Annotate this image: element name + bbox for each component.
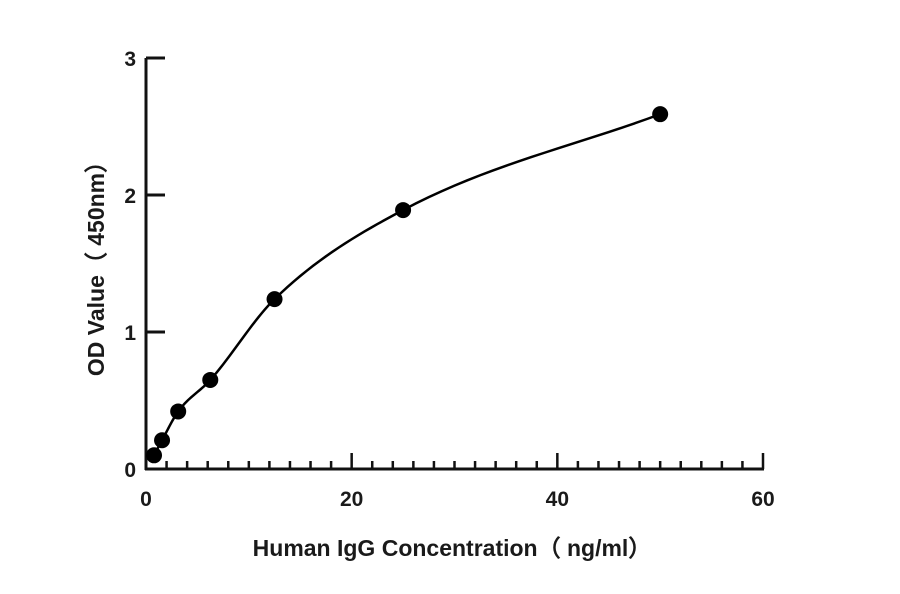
- y-tick-label: 1: [124, 322, 136, 345]
- data-point-marker: [652, 106, 669, 123]
- x-tick-label: 40: [546, 488, 569, 511]
- x-tick-label: 20: [340, 488, 363, 511]
- data-point-marker: [202, 371, 219, 388]
- x-axis-title: Human IgG Concentration（ ng/ml）: [253, 535, 652, 561]
- x-tick-label: 60: [751, 488, 774, 511]
- x-tick-label: 0: [140, 488, 152, 511]
- data-point-marker: [395, 202, 412, 219]
- data-point-marker: [146, 447, 163, 464]
- y-axis-title: OD Value（ 450nm）: [83, 150, 109, 376]
- axes: [144, 56, 765, 471]
- fit-curve-line: [149, 112, 661, 463]
- data-point-marker: [170, 403, 187, 420]
- y-tick-label: 2: [124, 185, 136, 208]
- y-tick-label: 0: [124, 459, 136, 482]
- fit-curve: [149, 112, 661, 463]
- data-point-marker: [266, 291, 283, 308]
- data-point-marker: [154, 432, 171, 449]
- y-tick-label: 3: [124, 48, 136, 71]
- data-points: [146, 106, 669, 464]
- tick-labels: 0 1 2 3 0 20 40 60: [124, 48, 774, 511]
